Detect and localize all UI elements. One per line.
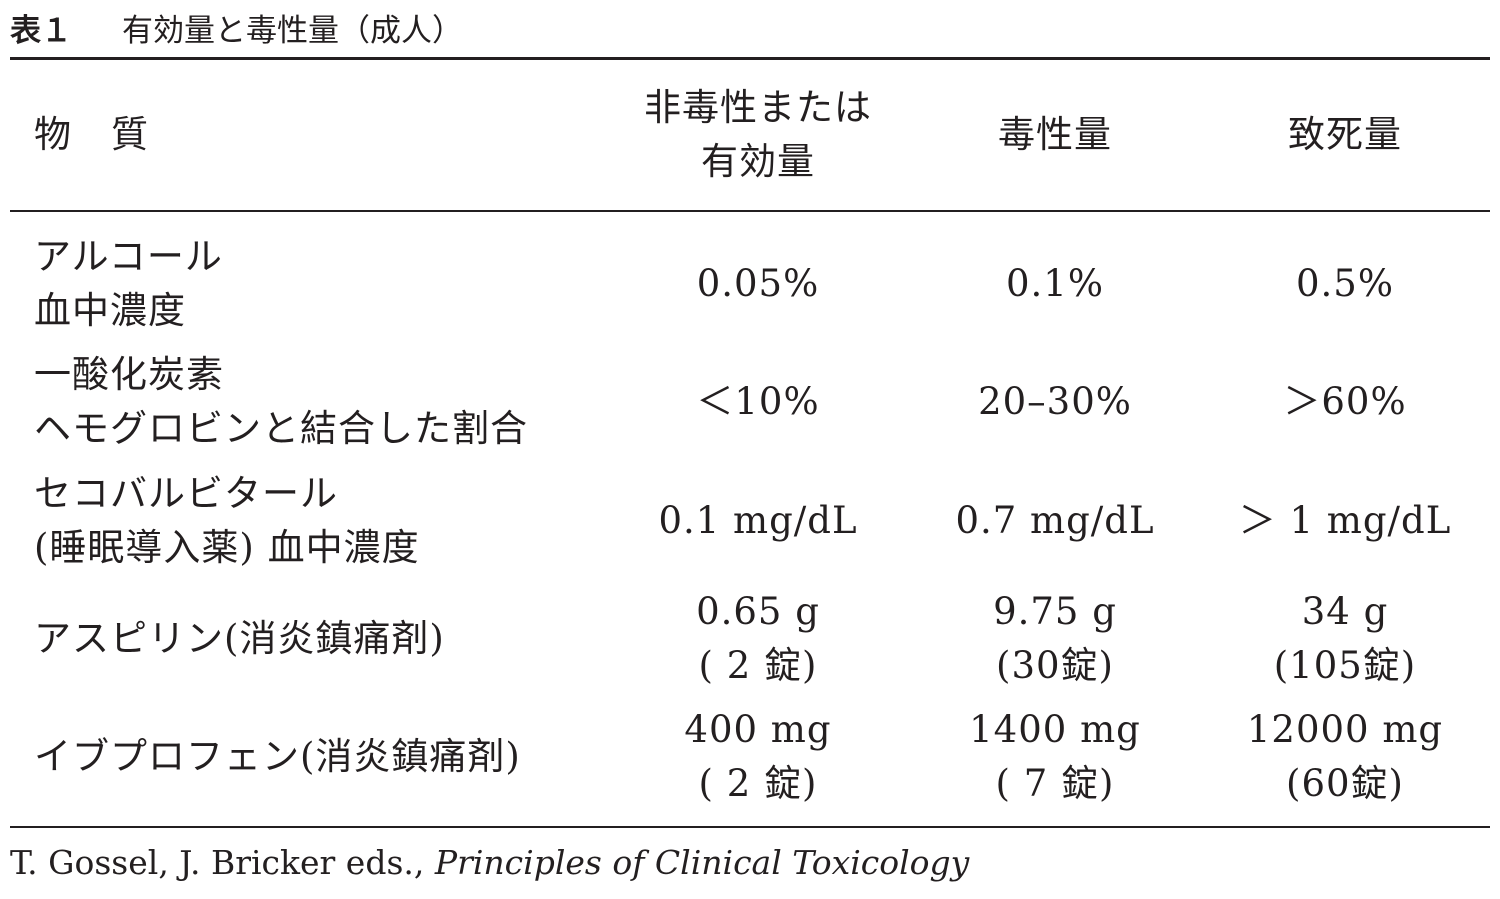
row-alcohol-effective: 0.05% xyxy=(608,228,908,340)
row-secobarbital-substance: セコバルビタール (睡眠導入薬) 血中濃度 xyxy=(34,465,614,577)
tablet-count: ( 2 錠) xyxy=(698,762,818,805)
row-secobarbital-effective: 0.1 mg/dL xyxy=(608,465,908,577)
header-effective-line1: 非毒性または xyxy=(644,86,872,129)
tablet-count: (60錠) xyxy=(1286,762,1404,805)
header-substance-part1: 物 xyxy=(34,113,71,156)
row-carbon-monoxide-effective: ＜10% xyxy=(608,346,908,458)
row-carbon-monoxide-toxic: 20–30% xyxy=(905,346,1205,458)
dose-value: 0.05% xyxy=(696,262,820,305)
substance-line: 血中濃度 xyxy=(34,289,186,332)
row-alcohol-toxic: 0.1% xyxy=(905,228,1205,340)
substance-line: (睡眠導入薬) 血中濃度 xyxy=(34,526,420,569)
row-aspirin-substance: アスピリン(消炎鎮痛剤) xyxy=(34,583,614,695)
dose-value: 0.1% xyxy=(1006,262,1104,305)
row-ibuprofen-effective: 400 mg ( 2 錠) xyxy=(608,701,908,813)
top-rule xyxy=(10,57,1490,60)
row-ibuprofen-substance: イブプロフェン(消炎鎮痛剤) xyxy=(34,701,614,813)
dose-value: 1400 mg xyxy=(969,708,1141,751)
header-lethal-label: 致死量 xyxy=(1288,113,1402,156)
substance-line: イブプロフェン(消炎鎮痛剤) xyxy=(34,735,521,778)
header-lethal-dose: 致死量 xyxy=(1195,62,1495,208)
source-authors: T. Gossel, J. Bricker eds., xyxy=(10,842,425,882)
header-effective-dose: 非毒性または 有効量 xyxy=(608,62,908,208)
row-ibuprofen-lethal: 12000 mg (60錠) xyxy=(1195,701,1495,813)
row-secobarbital-lethal: ＞ 1 mg/dL xyxy=(1195,465,1495,577)
header-rule xyxy=(10,210,1490,212)
dose-value: 34 g xyxy=(1301,590,1389,633)
substance-line: ヘモグロビンと結合した割合 xyxy=(34,407,528,450)
header-toxic-label: 毒性量 xyxy=(998,113,1112,156)
table-title: 有効量と毒性量（成人） xyxy=(122,12,463,49)
row-carbon-monoxide-substance: 一酸化炭素 ヘモグロビンと結合した割合 xyxy=(34,346,614,458)
bottom-rule xyxy=(10,826,1490,828)
dose-value: 0.1 mg/dL xyxy=(658,499,858,542)
row-aspirin-effective: 0.65 g ( 2 錠) xyxy=(608,583,908,695)
dose-value: 0.65 g xyxy=(696,590,820,633)
substance-line: 一酸化炭素 xyxy=(34,353,224,396)
tablet-count: ( 7 錠) xyxy=(995,762,1115,805)
row-aspirin-toxic: 9.75 g (30錠) xyxy=(905,583,1205,695)
dose-value: ＞60% xyxy=(1283,380,1407,423)
row-secobarbital-toxic: 0.7 mg/dL xyxy=(905,465,1205,577)
table-caption: 表１ 有効量と毒性量（成人） xyxy=(10,4,463,50)
row-alcohol-substance: アルコール 血中濃度 xyxy=(34,228,614,340)
dose-value: 12000 mg xyxy=(1246,708,1444,751)
dose-value: 400 mg xyxy=(684,708,832,751)
source-book-title: Principles of Clinical Toxicology xyxy=(434,842,970,882)
dose-value: 20–30% xyxy=(978,380,1132,423)
tablet-count: ( 2 錠) xyxy=(698,644,818,687)
row-carbon-monoxide-lethal: ＞60% xyxy=(1195,346,1495,458)
row-aspirin-lethal: 34 g (105錠) xyxy=(1195,583,1495,695)
dose-value: 9.75 g xyxy=(993,590,1117,633)
dose-value: 0.5% xyxy=(1296,262,1394,305)
substance-line: アルコール xyxy=(34,235,223,278)
dose-value: ＜10% xyxy=(696,380,820,423)
substance-line: セコバルビタール xyxy=(34,472,338,515)
tablet-count: (30錠) xyxy=(996,644,1114,687)
dose-value: ＞ 1 mg/dL xyxy=(1238,499,1452,542)
substance-line: アスピリン(消炎鎮痛剤) xyxy=(34,617,445,660)
source-citation: T. Gossel, J. Bricker eds., Principles o… xyxy=(10,837,969,887)
header-effective-line2: 有効量 xyxy=(701,140,815,183)
dose-value: 0.7 mg/dL xyxy=(955,499,1155,542)
header-substance-part2: 質 xyxy=(111,113,148,156)
row-ibuprofen-toxic: 1400 mg ( 7 錠) xyxy=(905,701,1205,813)
header-substance: 物質 xyxy=(34,62,614,208)
tablet-count: (105錠) xyxy=(1273,644,1417,687)
row-alcohol-lethal: 0.5% xyxy=(1195,228,1495,340)
header-toxic-dose: 毒性量 xyxy=(905,62,1205,208)
table-number: 表１ xyxy=(10,12,72,49)
